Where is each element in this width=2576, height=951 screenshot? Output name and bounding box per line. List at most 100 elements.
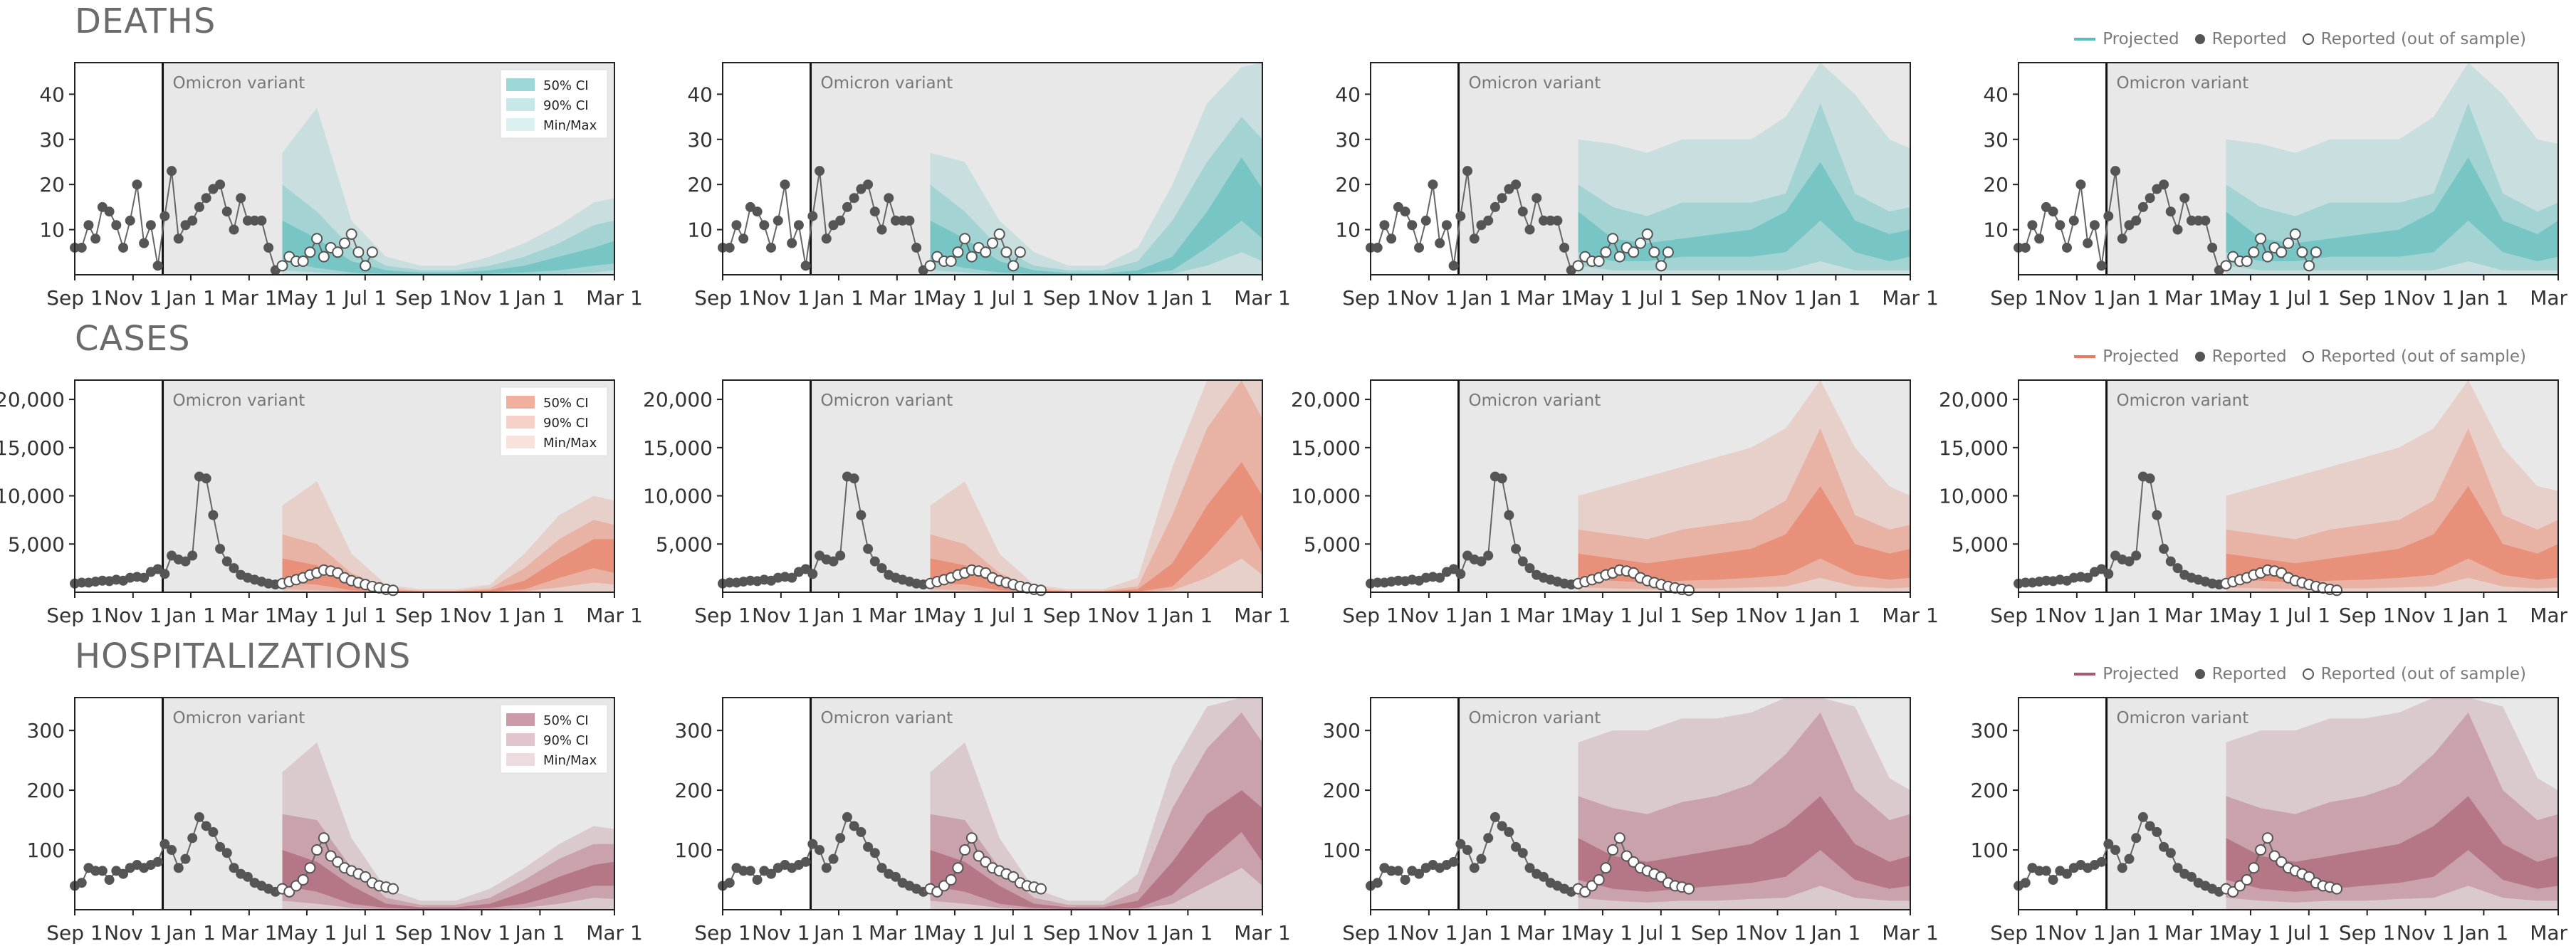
- reported-point: [187, 550, 198, 561]
- x-tick-label: Sep 1: [46, 286, 103, 310]
- y-tick-label: 10: [39, 219, 65, 242]
- reported-point: [911, 242, 922, 253]
- section-title-hospitalizations: HOSPITALIZATIONS: [75, 636, 412, 676]
- plot-frame: [722, 697, 1263, 910]
- x-tick-label: Jan 1: [1460, 921, 1512, 945]
- section-title-cases: CASES: [75, 319, 191, 359]
- band-legend-swatch: [506, 98, 535, 111]
- y-tick-label: 200: [1323, 779, 1361, 802]
- reported-point: [221, 556, 232, 567]
- reported-point: [1448, 564, 1459, 574]
- reported-point: [1559, 242, 1570, 253]
- x-tick-label: Jan 1: [2457, 286, 2508, 310]
- y-tick-label: 15,000: [1291, 436, 1361, 460]
- reported-point: [731, 220, 742, 231]
- x-tick-label: Jul 1: [342, 604, 387, 627]
- reported-point: [2159, 544, 2169, 555]
- y-tick-label: 40: [1335, 83, 1361, 106]
- y-tick-label: 15,000: [643, 436, 713, 460]
- reported-point: [173, 233, 184, 244]
- reported-point: [800, 856, 811, 867]
- reported-point: [2152, 510, 2162, 520]
- reported-dot-icon: [2194, 669, 2205, 679]
- reported-point: [2096, 261, 2107, 271]
- reported-point: [1517, 848, 1528, 858]
- reported-point: [194, 201, 204, 212]
- y-tick-label: 40: [1983, 83, 2009, 106]
- band-90ci: [1578, 103, 1910, 270]
- reported-point: [842, 201, 852, 212]
- x-tick-label: Sep 1: [1990, 604, 2047, 627]
- legend-deaths: Projected Reported Reported (out of samp…: [2074, 30, 2526, 48]
- reported-point: [1497, 193, 1507, 204]
- reported-point: [145, 220, 156, 231]
- x-tick-label: May 1: [277, 286, 337, 310]
- x-tick-label: Mar 1: [2164, 286, 2221, 310]
- x-tick-label: Nov 1: [2048, 286, 2105, 310]
- x-tick-label: May 1: [1573, 604, 1633, 627]
- x-tick-label: Sep 1: [1691, 921, 1748, 945]
- plot-frame: [2018, 62, 2559, 275]
- band-legend-swatch: [506, 396, 535, 409]
- oos-point: [2283, 237, 2294, 249]
- reported-point: [2068, 215, 2079, 226]
- reported-point: [787, 572, 797, 583]
- reported-point: [229, 224, 239, 235]
- x-tick-label: Jul 1: [342, 921, 387, 945]
- oos-point: [1007, 260, 1020, 272]
- reported-point: [766, 868, 777, 879]
- x-tick-label: May 1: [1573, 921, 1633, 945]
- band-legend-swatch: [506, 78, 535, 91]
- legend-hospitalizations: Projected Reported Reported (out of samp…: [2074, 665, 2526, 683]
- reported-point: [242, 871, 253, 882]
- x-tick-label: Sep 1: [694, 286, 751, 310]
- legend-cases: Projected Reported Reported (out of samp…: [2074, 347, 2526, 366]
- y-tick-label: 20,000: [643, 388, 713, 411]
- reported-point: [152, 564, 163, 574]
- reported-point: [249, 215, 260, 226]
- reported-point: [76, 242, 87, 253]
- section-title-deaths: DEATHS: [75, 1, 216, 41]
- x-tick-label: Mar 1: [2530, 604, 2576, 627]
- x-tick-label: Sep 1: [46, 921, 103, 945]
- reported-point: [2172, 563, 2183, 574]
- reported-point: [787, 238, 797, 248]
- reported-point: [2103, 211, 2114, 221]
- x-tick-label: Mar 1: [1517, 286, 1574, 310]
- x-tick-label: Mar 1: [586, 604, 643, 627]
- band-legend-label: 50% CI: [543, 78, 589, 93]
- reported-point: [1462, 166, 1473, 177]
- reported-point: [856, 510, 866, 520]
- oos-point: [2255, 233, 2267, 245]
- oos-point: [345, 228, 357, 240]
- y-tick-label: 5,000: [8, 532, 65, 556]
- y-tick-label: 20,000: [1939, 388, 2009, 411]
- x-tick-label: Nov 1: [453, 286, 511, 310]
- x-tick-label: Sep 1: [1342, 286, 1399, 310]
- oos-point: [332, 246, 344, 258]
- x-tick-label: Jul 1: [342, 286, 387, 310]
- reported-point: [2124, 556, 2135, 567]
- legend-reported-label: Reported: [2211, 30, 2287, 48]
- reported-point: [890, 215, 901, 226]
- oos-point: [1000, 246, 1012, 258]
- band-legend-swatch: [506, 416, 535, 429]
- x-tick-label: Jan 1: [1161, 604, 1213, 627]
- x-tick-label: Mar 1: [586, 286, 643, 310]
- reported-point: [2165, 556, 2176, 567]
- x-tick-label: Sep 1: [46, 604, 103, 627]
- oos-point: [387, 883, 399, 895]
- x-tick-label: Nov 1: [1400, 286, 1457, 310]
- reported-point: [215, 179, 226, 190]
- x-tick-label: Nov 1: [453, 604, 511, 627]
- plot-frame: [74, 379, 615, 593]
- x-tick-label: Jul 1: [2286, 286, 2331, 310]
- event-label: Omicron variant: [1469, 74, 1601, 93]
- x-tick-label: Mar 1: [1517, 604, 1574, 627]
- reported-point: [152, 261, 163, 271]
- band-minmax: [2226, 698, 2558, 910]
- x-tick-label: Mar 1: [1882, 921, 1939, 945]
- x-tick-label: Jan 1: [1460, 286, 1512, 310]
